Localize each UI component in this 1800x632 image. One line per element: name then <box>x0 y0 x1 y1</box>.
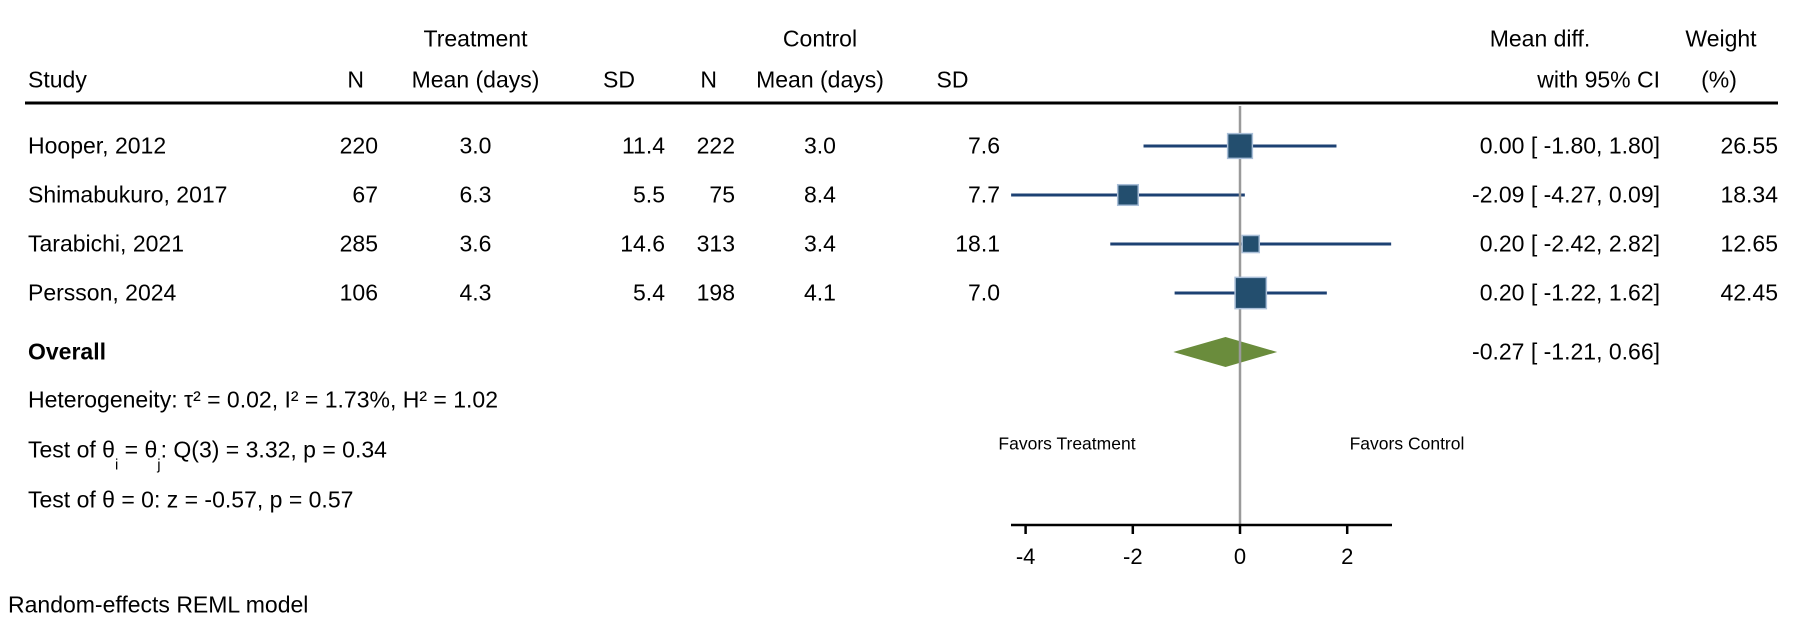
test-between-mid: = θ <box>118 436 158 463</box>
ci-text: -2.09 [ -4.27, 0.09] <box>1472 181 1660 208</box>
control-sd-value: 7.7 <box>968 181 1000 208</box>
control-mean-value: 4.1 <box>804 279 836 306</box>
treatment-sd-value: 14.6 <box>620 230 665 257</box>
heterogeneity-stats: Heterogeneity: τ² = 0.02, I² = 1.73%, H²… <box>28 386 498 413</box>
weight-value: 18.34 <box>1720 181 1778 208</box>
column-header-effect-line1: Mean diff. <box>1489 25 1591 52</box>
treatment-sd-value: 11.4 <box>621 132 665 159</box>
overall-ci-text: -0.27 [ -1.21, 0.66] <box>1472 338 1660 365</box>
treatment-n-value: 67 <box>352 181 378 208</box>
study-row: Hooper, 2012 220 3.0 11.4 222 3.0 7.6 0.… <box>0 133 1782 160</box>
study-name: Tarabichi, 2021 <box>28 230 184 257</box>
column-header-row: Study N Mean (days) SD N Mean (days) SD … <box>0 67 1782 94</box>
theta-subscript-i: i <box>114 456 119 474</box>
treatment-mean-value: 3.6 <box>459 230 492 257</box>
model-note: Random-effects REML model <box>8 591 309 618</box>
control-n-value: 313 <box>696 230 735 257</box>
control-mean-value: 3.4 <box>804 230 836 257</box>
control-sd-value: 7.0 <box>968 279 1000 306</box>
weight-value: 42.45 <box>1720 279 1778 306</box>
test-between-suffix: : Q(3) = 3.32, p = 0.34 <box>160 436 387 463</box>
group-header-control: Control <box>782 25 858 52</box>
study-row: Tarabichi, 2021 285 3.6 14.6 313 3.4 18.… <box>0 231 1782 258</box>
column-header-weight-line2: (%) <box>1701 66 1737 93</box>
control-mean-value: 8.4 <box>804 181 836 208</box>
group-header-treatment: Treatment <box>423 25 528 52</box>
study-row: Shimabukuro, 2017 67 6.3 5.5 75 8.4 7.7 … <box>0 182 1782 209</box>
weight-value: 12.65 <box>1720 230 1778 257</box>
study-name: Persson, 2024 <box>28 279 177 306</box>
theta-subscript-j: j <box>157 456 161 474</box>
column-header-control-n: N <box>700 66 717 93</box>
column-header-control-sd: SD <box>936 66 969 93</box>
control-n-value: 198 <box>696 279 735 306</box>
control-n-value: 222 <box>696 132 735 159</box>
x-axis-tick-label: 0 <box>1234 544 1246 569</box>
study-name: Shimabukuro, 2017 <box>28 181 228 208</box>
favors-left-label: Favors Treatment <box>998 433 1136 454</box>
ci-text: 0.20 [ -2.42, 2.82] <box>1479 230 1660 257</box>
treatment-mean-value: 6.3 <box>459 181 492 208</box>
column-header-treatment-n: N <box>347 66 364 93</box>
study-name: Hooper, 2012 <box>28 132 167 159</box>
treatment-n-value: 285 <box>339 230 378 257</box>
treatment-mean-value: 4.3 <box>459 279 492 306</box>
column-header-study: Study <box>28 66 87 93</box>
column-header-treatment-mean: Mean (days) <box>411 66 540 93</box>
treatment-sd-value: 5.4 <box>633 279 665 306</box>
test-between-prefix: Test of θ <box>28 436 115 463</box>
treatment-n-value: 106 <box>339 279 378 306</box>
control-n-value: 75 <box>709 181 735 208</box>
overall-label: Overall <box>28 338 106 365</box>
column-header-control-mean: Mean (days) <box>756 66 884 93</box>
treatment-mean-value: 3.0 <box>459 132 492 159</box>
ci-text: 0.20 [ -1.22, 1.62] <box>1479 279 1660 306</box>
weight-value: 26.55 <box>1720 132 1778 159</box>
favors-right-label: Favors Control <box>1349 433 1465 454</box>
control-sd-value: 18.1 <box>955 230 1000 257</box>
overall-row: Overall -0.27 [ -1.21, 0.66] <box>0 339 1782 366</box>
study-row: Persson, 2024 106 4.3 5.4 198 4.1 7.0 0.… <box>0 280 1782 307</box>
control-sd-value: 7.6 <box>968 132 1000 159</box>
x-axis-tick-label: 2 <box>1341 544 1353 569</box>
column-header-effect-line2: with 95% CI <box>1537 66 1660 93</box>
x-axis-tick-label: -2 <box>1123 544 1143 569</box>
ci-text: 0.00 [ -1.80, 1.80] <box>1479 132 1660 159</box>
treatment-n-value: 220 <box>339 132 378 159</box>
homogeneity-test: Test of θi = θj: Q(3) = 3.32, p = 0.34 <box>28 436 387 474</box>
x-axis-tick-label: -4 <box>1016 544 1036 569</box>
column-header-weight-line1: Weight <box>1685 25 1757 52</box>
treatment-sd-value: 5.5 <box>633 181 665 208</box>
control-mean-value: 3.0 <box>804 132 836 159</box>
zero-effect-test: Test of θ = 0: z = -0.57, p = 0.57 <box>28 486 354 513</box>
column-header-treatment-sd: SD <box>603 66 635 93</box>
